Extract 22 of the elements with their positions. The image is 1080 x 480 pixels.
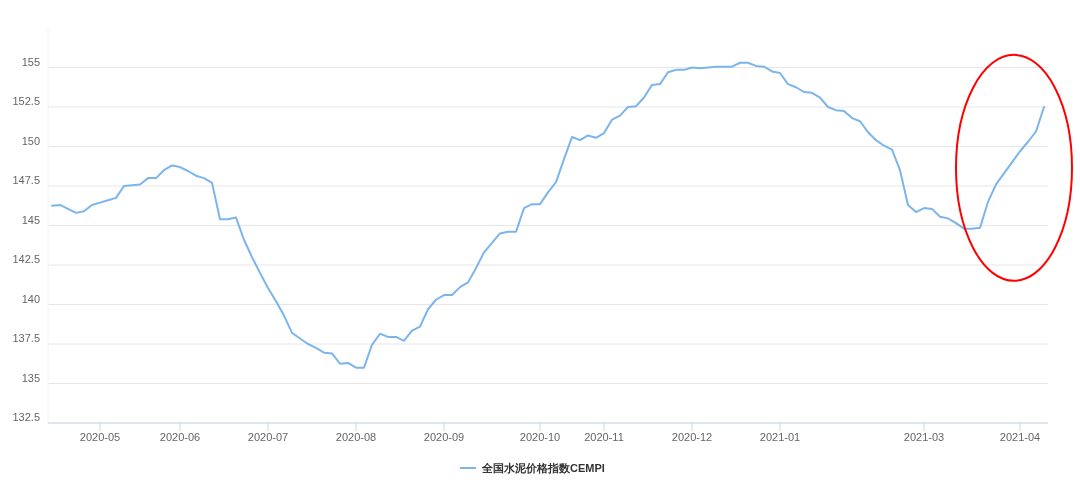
y-tick-label: 145 <box>21 213 40 226</box>
x-tick-label: 2020-07 <box>247 431 289 443</box>
y-tick-label: 152.5 <box>12 95 40 107</box>
y-tick-label: 137.5 <box>12 332 40 344</box>
x-tick-label: 2020-10 <box>519 431 561 443</box>
x-tick-label: 2020-12 <box>671 431 713 443</box>
y-tick-label: 140 <box>21 292 40 305</box>
y-tick-label: 155 <box>21 55 40 68</box>
y-tick-label: 142.5 <box>12 253 40 265</box>
x-tick-label: 2021-03 <box>903 431 945 443</box>
y-tick-label: 147.5 <box>12 174 40 186</box>
y-tick-label: 150 <box>21 134 40 147</box>
x-tick-label: 2020-09 <box>423 431 465 443</box>
x-tick-label: 2021-01 <box>759 431 801 443</box>
x-tick-label: 2020-06 <box>159 431 201 443</box>
x-tick-label: 2021-04 <box>999 431 1041 443</box>
legend-label: 全国水泥价格指数CEMPI <box>481 462 605 474</box>
x-tick-label: 2020-08 <box>335 431 377 443</box>
x-tick-label: 2020-11 <box>584 431 624 443</box>
y-tick-label: 132.5 <box>12 411 40 423</box>
y-tick-label: 135 <box>21 371 40 384</box>
x-tick-label: 2020-05 <box>79 431 121 443</box>
